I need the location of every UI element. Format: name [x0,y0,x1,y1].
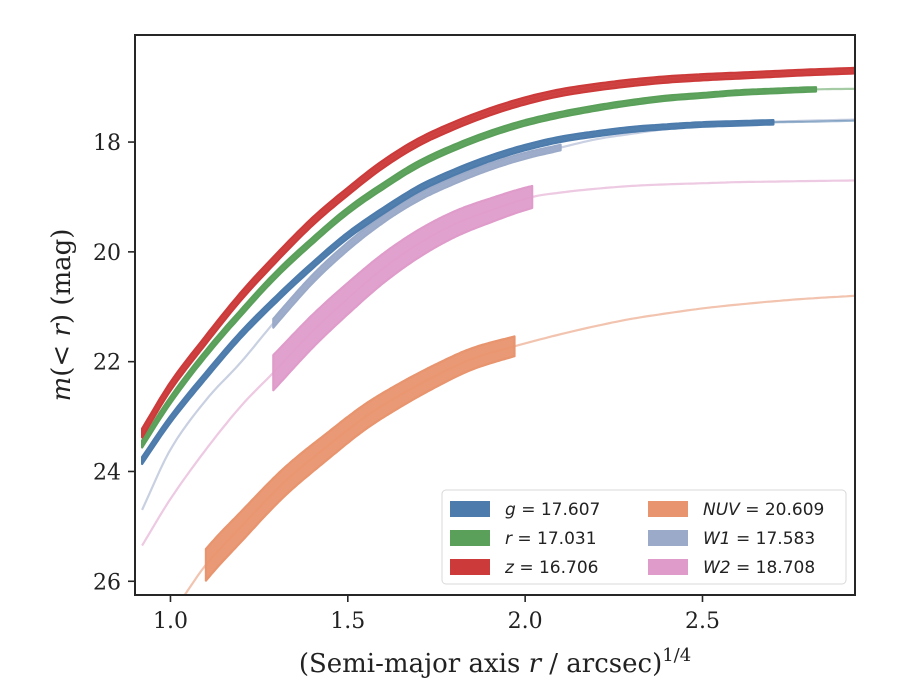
legend-label-r: r = 17.031 [505,529,597,549]
legend-label-z: z = 16.706 [504,558,598,578]
legend-swatch-r [450,530,490,546]
y-axis: 18 20 22 24 26 [93,131,135,595]
y-tick-label: 26 [93,570,121,595]
legend-swatch-g [450,501,490,517]
y-tick-label: 20 [93,241,121,266]
legend-swatch-z [450,559,490,575]
plot-frame [134,34,856,596]
series-band-r [141,86,818,449]
x-tick-label: 1.0 [153,609,188,634]
legend-swatch-w1 [648,530,688,546]
y-tick-label: 18 [93,131,121,156]
x-axis: 1.0 1.5 2.0 2.5 [153,595,720,634]
series-line-w1 [141,118,855,511]
legend-label-g: g = 17.607 [505,500,600,520]
x-tick-label: 2.5 [685,609,720,634]
series-band-z [141,66,855,439]
x-tick-label: 1.5 [330,609,365,634]
series-band-w2 [272,184,534,392]
legend-box [441,489,847,585]
legend-label-w1: W1 = 17.583 [703,529,815,549]
legend-label-nuv: NUV = 20.609 [703,500,824,520]
legend-swatch-w2 [648,559,688,575]
legend: g = 17.607 NUV = 20.609 r = 17.031 W1 = 17.… [441,489,847,585]
legend-swatch-nuv [648,501,688,517]
series-band-g [141,119,775,466]
legend-label-w2: W2 = 18.708 [703,558,815,578]
y-tick-label: 22 [93,351,121,376]
series-band-nuv [204,335,516,582]
x-axis-label: (Semi-major axis r / arcsec)1/4 [299,645,691,679]
series-line-r [141,87,855,445]
y-axis-label: m(< r) (mag) [47,229,77,402]
x-tick-label: 2.0 [508,609,543,634]
y-tick-label: 24 [93,460,121,485]
plot-area [141,66,855,595]
series-band-w1 [272,143,562,329]
